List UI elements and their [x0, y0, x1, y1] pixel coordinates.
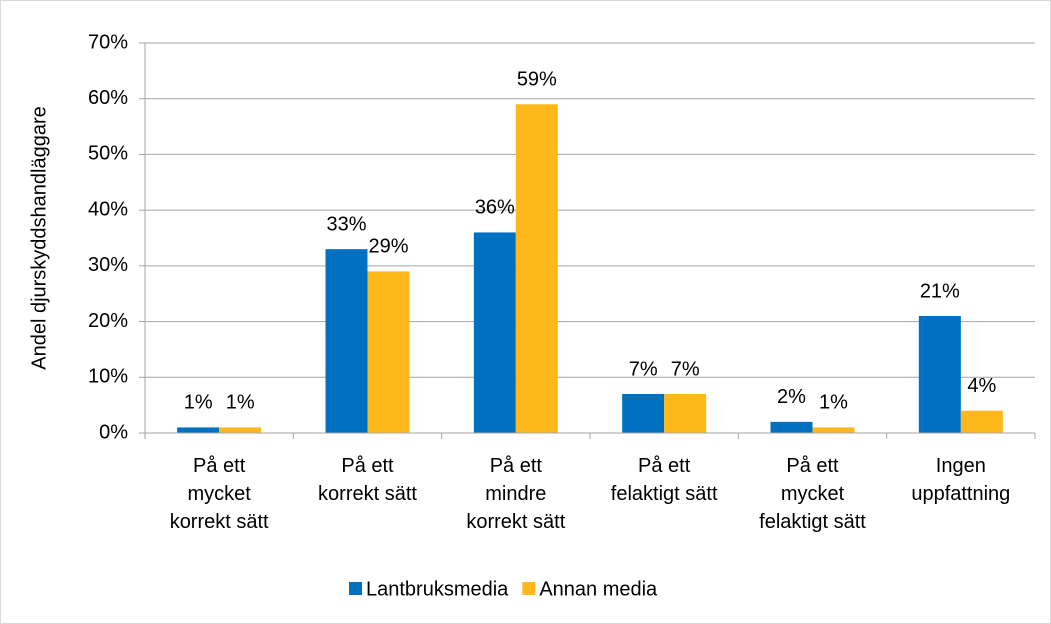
y-tick-label: 30% [88, 254, 128, 276]
data-label: 21% [920, 280, 960, 302]
x-tick-label: På ett felaktigt sätt [610, 455, 718, 505]
legend-swatch [522, 582, 536, 595]
data-label: 2% [777, 386, 806, 408]
x-tick-label: På ett mycket korrekt sätt [169, 455, 269, 533]
y-tick-label: 20% [88, 310, 128, 332]
bar [325, 249, 368, 433]
data-label: 1% [226, 392, 255, 414]
bar [622, 394, 665, 433]
x-tick-label: På ett mindre korrekt sätt [466, 455, 566, 533]
bar [367, 271, 410, 433]
legend-swatch [349, 582, 362, 595]
bar [177, 427, 220, 433]
data-label: 36% [475, 197, 515, 219]
y-tick-label: 50% [88, 143, 128, 165]
y-tick-label: 10% [88, 366, 128, 388]
bar [664, 394, 707, 433]
bar [473, 232, 516, 433]
bar [219, 427, 262, 433]
x-tick-label: Ingen uppfattning [911, 455, 1011, 505]
data-label: 33% [326, 213, 366, 235]
legend-label: Lantbruksmedia [366, 578, 509, 600]
bar [918, 316, 961, 433]
y-tick-label: 70% [88, 31, 128, 53]
data-label: 29% [368, 236, 408, 258]
x-tick-label: På ett korrekt sätt [318, 455, 417, 505]
data-label: 1% [819, 392, 848, 414]
bar [812, 427, 855, 433]
y-tick-label: 60% [88, 87, 128, 109]
x-tick-label: På ett mycket felaktigt sätt [759, 455, 866, 533]
data-label: 7% [671, 358, 700, 380]
bar [960, 410, 1003, 433]
bar [770, 421, 813, 433]
data-label: 59% [517, 69, 557, 91]
bar [515, 104, 558, 434]
y-tick-label: 0% [99, 421, 128, 443]
data-label: 1% [184, 392, 213, 414]
y-tick-label: 40% [88, 198, 128, 220]
legend-label: Annan media [539, 578, 658, 600]
data-label: 7% [629, 358, 658, 380]
y-axis-label: Andel djurskyddshandläggare [28, 106, 50, 370]
data-label: 4% [967, 375, 996, 397]
